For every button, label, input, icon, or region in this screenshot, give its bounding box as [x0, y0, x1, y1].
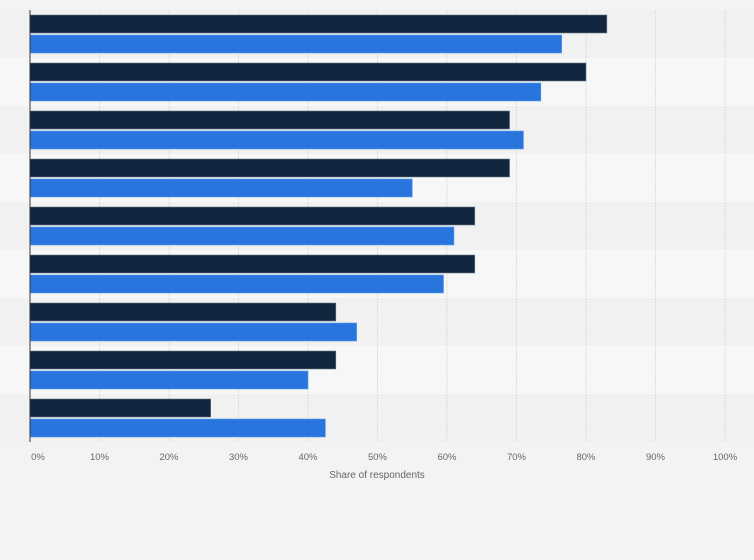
bar-series-2 [29, 322, 357, 342]
x-tick-label: 10% [90, 452, 110, 463]
bar-series-2 [29, 226, 455, 246]
x-tick-label: 20% [159, 452, 179, 463]
bar-series-2 [29, 130, 524, 150]
x-tick-labels: 0% 10% 20% 30% 40% 50% 60% 70% 80% 90% 100% [31, 452, 738, 463]
bar-series-1 [29, 14, 608, 34]
bar-series-2 [29, 274, 444, 294]
bar-series-1 [29, 110, 510, 130]
bar-series-1 [29, 350, 337, 370]
x-tick-label: 40% [298, 452, 318, 463]
x-tick-label: 60% [437, 452, 457, 463]
bar-series-2 [29, 34, 562, 54]
x-tick-label: 70% [507, 452, 527, 463]
bar-series-1 [29, 302, 337, 322]
bar-series-1 [29, 254, 476, 274]
x-tick-label: 50% [368, 452, 388, 463]
bar-series-2 [29, 178, 413, 198]
bar-series-1 [29, 398, 211, 418]
bar-series-2 [29, 418, 326, 438]
bar-series-1 [29, 158, 510, 178]
bar-series-2 [29, 82, 542, 102]
x-tick-label: 90% [646, 452, 666, 463]
x-axis-label: Share of respondents [329, 470, 425, 481]
bar-series-1 [29, 62, 587, 82]
gridlines [99, 10, 726, 442]
bars [29, 14, 608, 438]
x-tick-label: 80% [576, 452, 596, 463]
bar-series-1 [29, 206, 476, 226]
bar-series-2 [29, 370, 309, 390]
x-tick-label: 0% [31, 452, 45, 463]
x-tick-label: 100% [713, 452, 738, 463]
x-tick-label: 30% [229, 452, 249, 463]
